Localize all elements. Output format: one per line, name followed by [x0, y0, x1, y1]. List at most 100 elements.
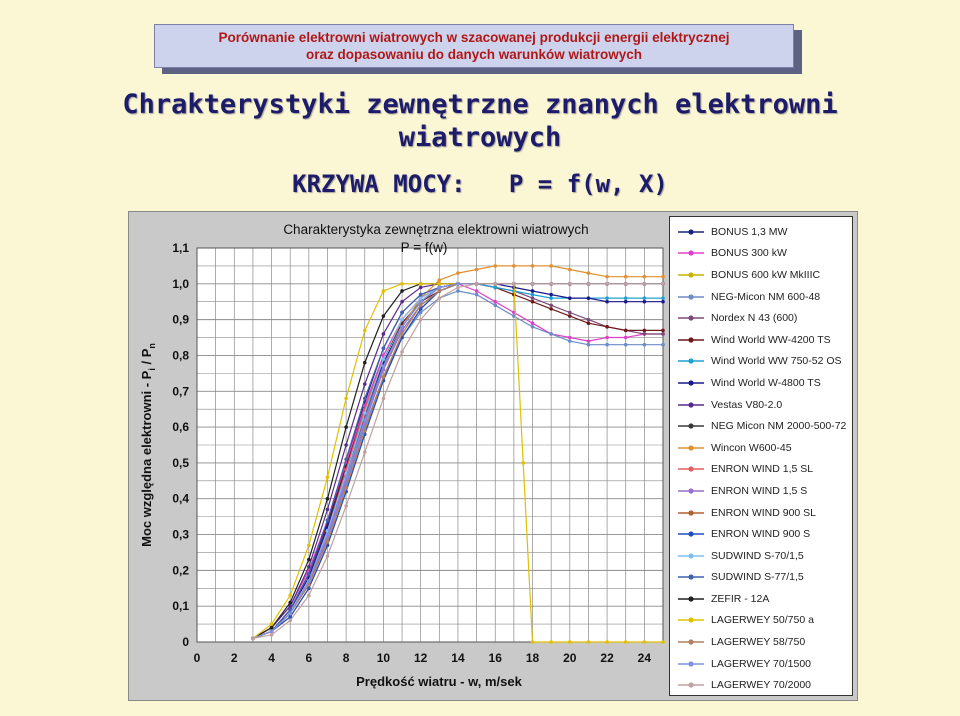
- legend-label: BONUS 300 kW: [711, 247, 787, 260]
- legend-swatch: [678, 531, 704, 537]
- data-point: [623, 282, 628, 286]
- legend-label: ENRON WIND 900 S: [711, 528, 811, 541]
- data-point: [381, 396, 386, 401]
- legend-swatch: [678, 250, 704, 256]
- legend-label: BONUS 1,3 MW: [711, 225, 788, 238]
- data-point: [418, 285, 423, 290]
- data-point: [568, 296, 572, 300]
- legend-swatch: [678, 315, 704, 321]
- data-point: [400, 282, 404, 286]
- data-point: [642, 299, 647, 304]
- data-point: [325, 554, 330, 558]
- legend-label: Vestas V80-2.0: [711, 398, 783, 411]
- data-point: [568, 282, 572, 286]
- data-point: [418, 307, 423, 311]
- data-point: [362, 382, 367, 386]
- data-point: [661, 296, 665, 300]
- data-point: [307, 564, 311, 569]
- data-point: [362, 450, 367, 454]
- data-point: [344, 486, 348, 490]
- data-point: [530, 264, 535, 268]
- data-point: [400, 310, 404, 315]
- data-point: [418, 317, 423, 322]
- data-point: [344, 504, 348, 508]
- data-point: [623, 342, 628, 347]
- legend-item: ENRON WIND 900 S: [676, 523, 852, 545]
- legend-item: NEG-Micon NM 600-48: [676, 286, 852, 308]
- legend-item: Wind World WW 750-52 OS: [676, 351, 852, 373]
- data-point: [661, 332, 665, 336]
- data-point: [586, 640, 591, 644]
- data-point: [549, 296, 553, 300]
- data-point: [381, 346, 386, 351]
- legend-label: Wind World WW 750-52 OS: [711, 355, 842, 368]
- data-point: [605, 296, 609, 300]
- legend-label: Wincon W600-45: [711, 441, 792, 454]
- data-point: [344, 457, 348, 462]
- data-point: [456, 282, 460, 286]
- data-point: [325, 496, 330, 501]
- y-tick-label: 0,6: [172, 420, 189, 434]
- data-point: [381, 332, 386, 336]
- data-point: [307, 593, 311, 598]
- legend-item: Wind World WW-4200 TS: [676, 329, 852, 351]
- data-point: [269, 625, 274, 630]
- y-axis-label: Moc względna elektrowni - Pi / Pn: [139, 343, 157, 547]
- data-point: [381, 364, 386, 368]
- data-point: [437, 296, 442, 300]
- data-point: [344, 396, 348, 401]
- data-point: [586, 317, 591, 322]
- legend-swatch: [678, 574, 704, 580]
- data-point: [605, 299, 609, 304]
- banner-line-1: Porównanie elektrowni wiatrowych w szaco…: [218, 30, 730, 45]
- legend-swatch: [678, 229, 704, 235]
- legend-item: Vestas V80-2.0: [676, 394, 852, 416]
- y-tick-label: 1,0: [172, 277, 189, 291]
- data-point: [605, 274, 609, 279]
- legend-label: Nordex N 43 (600): [711, 312, 798, 325]
- data-point: [288, 615, 292, 619]
- legend-label: ENRON WIND 900 SL: [711, 506, 817, 519]
- data-point: [623, 296, 628, 300]
- y-tick-label: 0,7: [172, 384, 189, 398]
- x-tick-label: 0: [194, 651, 201, 665]
- data-point: [521, 461, 525, 465]
- data-point: [642, 282, 647, 286]
- legend-item: ENRON WIND 900 SL: [676, 502, 852, 524]
- data-point: [549, 303, 553, 308]
- data-point: [493, 299, 498, 304]
- data-point: [530, 282, 535, 286]
- data-point: [437, 282, 442, 286]
- y-tick-label: 0,9: [172, 313, 189, 327]
- data-point: [568, 335, 572, 340]
- legend-label: ENRON WIND 1,5 SL: [711, 463, 814, 476]
- x-tick-label: 20: [563, 651, 577, 665]
- data-point: [586, 321, 591, 326]
- x-tick-label: 18: [526, 651, 540, 665]
- data-point: [549, 282, 553, 286]
- data-point: [307, 572, 311, 576]
- legend-item: SUDWIND S-70/1,5: [676, 545, 852, 567]
- data-point: [381, 375, 386, 379]
- data-point: [362, 328, 367, 333]
- power-curve-formula: KRZYWA MOCY: P = f(w, X): [292, 170, 668, 198]
- data-point: [493, 303, 498, 308]
- data-point: [400, 350, 404, 354]
- data-point: [251, 636, 255, 641]
- data-point: [288, 618, 292, 623]
- legend-swatch: [678, 661, 704, 667]
- data-point: [437, 278, 442, 283]
- legend-item: NEG Micon NM 2000-500-72: [676, 415, 852, 437]
- legend-swatch: [678, 617, 704, 624]
- data-point: [400, 317, 404, 322]
- data-point: [661, 274, 665, 279]
- data-point: [605, 640, 609, 644]
- legend-item: Wind World W-4800 TS: [676, 372, 852, 394]
- data-point: [307, 586, 311, 591]
- data-point: [456, 285, 460, 290]
- banner-line-2: oraz dopasowaniu do danych warunków wiat…: [305, 47, 643, 62]
- plot-border: [196, 247, 664, 643]
- chart-figure: 0 2 4 6 8 10 12 14 16 18 20 22 24 0 0,1 0,2 0,3 0,4 0,5 0,6…: [128, 211, 858, 701]
- data-point: [418, 292, 423, 297]
- x-tick-label: 6: [305, 651, 312, 665]
